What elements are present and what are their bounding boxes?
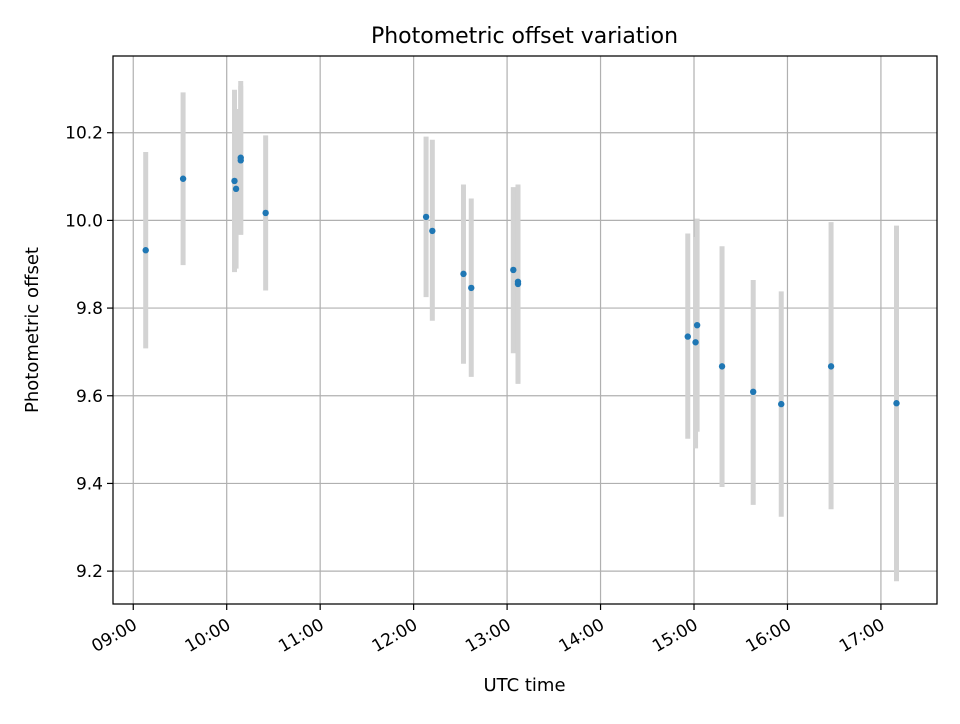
data-point bbox=[142, 247, 149, 254]
data-point bbox=[179, 175, 187, 182]
y-axis-label: Photometric offset bbox=[22, 247, 43, 413]
data-point bbox=[237, 154, 244, 161]
data-point bbox=[460, 270, 467, 278]
data-point bbox=[684, 333, 691, 340]
y-tick-label: 10.2 bbox=[65, 124, 103, 144]
y-tick-label: 9.2 bbox=[76, 562, 103, 582]
point-layer bbox=[142, 154, 900, 408]
y-tick-label: 9.8 bbox=[76, 299, 103, 319]
data-point bbox=[231, 177, 238, 185]
data-point bbox=[778, 400, 785, 408]
x-axis-label: UTC time bbox=[483, 675, 565, 696]
y-tick-label: 9.6 bbox=[76, 387, 103, 407]
data-point bbox=[893, 400, 900, 407]
grid-layer bbox=[113, 56, 937, 604]
data-point bbox=[422, 213, 430, 221]
data-point bbox=[718, 363, 726, 370]
data-point bbox=[514, 280, 522, 288]
data-point bbox=[468, 284, 475, 292]
data-point bbox=[692, 339, 699, 346]
data-point bbox=[510, 266, 517, 274]
data-point bbox=[429, 227, 436, 235]
data-point bbox=[232, 185, 240, 193]
data-point bbox=[827, 363, 835, 370]
y-tick-label: 9.4 bbox=[76, 474, 103, 494]
data-point bbox=[262, 209, 269, 217]
y-tick-label: 10.0 bbox=[65, 211, 103, 231]
chart-title: Photometric offset variation bbox=[371, 24, 678, 49]
data-point bbox=[749, 388, 757, 396]
data-point bbox=[693, 321, 701, 329]
plot-area-frame bbox=[112, 55, 938, 605]
